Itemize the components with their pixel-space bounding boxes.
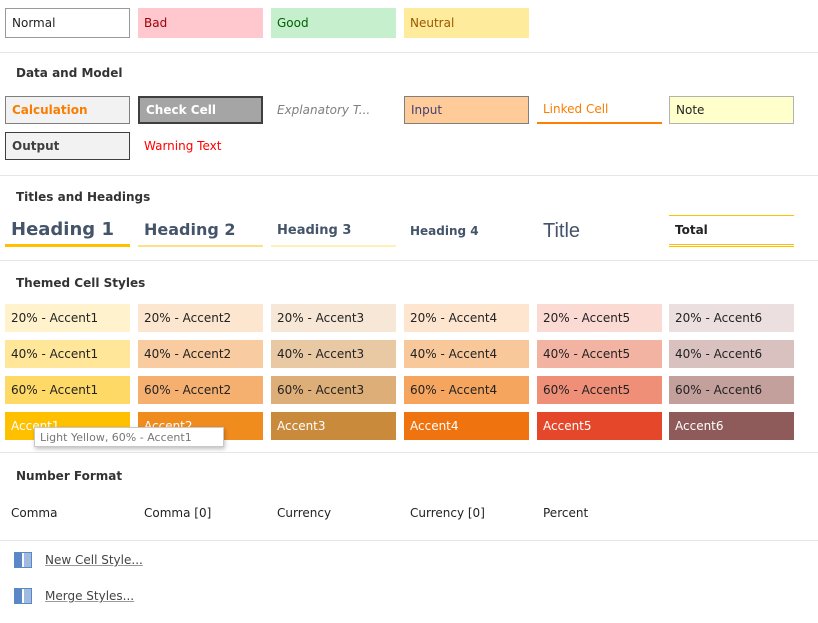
cell-style[interactable]: Calculation: [5, 96, 130, 124]
cell-style[interactable]: Warning Text: [144, 139, 222, 153]
cell-style[interactable]: 40% - Accent1: [5, 340, 130, 368]
divider: [0, 175, 818, 176]
cell-style[interactable]: 40% - Accent2: [138, 340, 263, 368]
new-cell-style[interactable]: New Cell Style...: [14, 552, 143, 568]
cell-style[interactable]: 20% - Accent4: [404, 304, 529, 332]
cell-style[interactable]: 60% - Accent3: [271, 376, 396, 404]
cell-style[interactable]: Neutral: [404, 8, 529, 38]
cell-style[interactable]: Check Cell: [138, 96, 263, 124]
merge-styles[interactable]: Merge Styles...: [14, 588, 134, 604]
cell-style[interactable]: 40% - Accent4: [404, 340, 529, 368]
divider: [0, 52, 818, 53]
cell-style[interactable]: Title: [543, 220, 581, 242]
cell-style[interactable]: 20% - Accent1: [5, 304, 130, 332]
cell-style[interactable]: Good: [271, 8, 396, 38]
cell-style[interactable]: 60% - Accent2: [138, 376, 263, 404]
cell-style[interactable]: 60% - Accent5: [537, 376, 662, 404]
section-title: Number Format: [16, 469, 123, 483]
cell-style[interactable]: Heading 3: [271, 215, 396, 247]
cell-style[interactable]: Bad: [138, 8, 263, 38]
tooltip: Light Yellow, 60% - Accent1: [34, 427, 224, 447]
cell-style[interactable]: Heading 4: [410, 224, 479, 238]
section-title: Themed Cell Styles: [16, 276, 146, 290]
cell-style[interactable]: 20% - Accent3: [271, 304, 396, 332]
menu-label: Merge Styles...: [45, 589, 135, 603]
icon: [14, 588, 32, 604]
cell-style[interactable]: Linked Cell: [537, 96, 662, 124]
cell-style[interactable]: Total: [669, 215, 794, 247]
menu-label: New Cell Style...: [45, 553, 143, 567]
cell-style[interactable]: 40% - Accent5: [537, 340, 662, 368]
cell-style[interactable]: Input: [404, 96, 529, 124]
cell-style[interactable]: Note: [669, 96, 794, 124]
section-title: Data and Model: [16, 66, 123, 80]
divider: [0, 260, 818, 261]
cell-style[interactable]: 60% - Accent1: [5, 376, 130, 404]
cell-style[interactable]: 20% - Accent5: [537, 304, 662, 332]
cell-style[interactable]: Normal: [5, 8, 130, 38]
cell-style[interactable]: 20% - Accent6: [669, 304, 794, 332]
cell-style[interactable]: 20% - Accent2: [138, 304, 263, 332]
divider: [0, 540, 818, 541]
cell-style[interactable]: Output: [5, 132, 130, 160]
cell-style[interactable]: Heading 2: [138, 215, 263, 247]
cell-style[interactable]: Comma: [11, 506, 58, 520]
cell-style[interactable]: 60% - Accent6: [669, 376, 794, 404]
cell-style[interactable]: 40% - Accent3: [271, 340, 396, 368]
cell-style[interactable]: Percent: [543, 506, 589, 520]
cell-style[interactable]: Accent3: [271, 412, 396, 440]
section-title: Titles and Headings: [16, 190, 151, 204]
cell-style[interactable]: Heading 1: [5, 215, 130, 247]
cell-style[interactable]: Explanatory T...: [277, 103, 371, 117]
divider: [0, 452, 818, 453]
cell-style[interactable]: Accent4: [404, 412, 529, 440]
cell-style[interactable]: 60% - Accent4: [404, 376, 529, 404]
cell-style[interactable]: Currency [0]: [410, 506, 485, 520]
cell-style[interactable]: Comma [0]: [144, 506, 212, 520]
cell-style[interactable]: Accent6: [669, 412, 794, 440]
cell-style[interactable]: Accent5: [537, 412, 662, 440]
cell-style[interactable]: 40% - Accent6: [669, 340, 794, 368]
icon: [14, 552, 32, 568]
cell-style[interactable]: Currency: [277, 506, 332, 520]
